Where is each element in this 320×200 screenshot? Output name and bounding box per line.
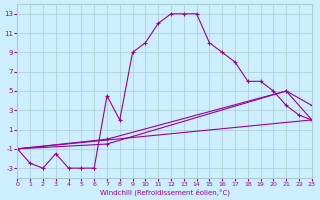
X-axis label: Windchill (Refroidissement éolien,°C): Windchill (Refroidissement éolien,°C) [100, 188, 229, 196]
